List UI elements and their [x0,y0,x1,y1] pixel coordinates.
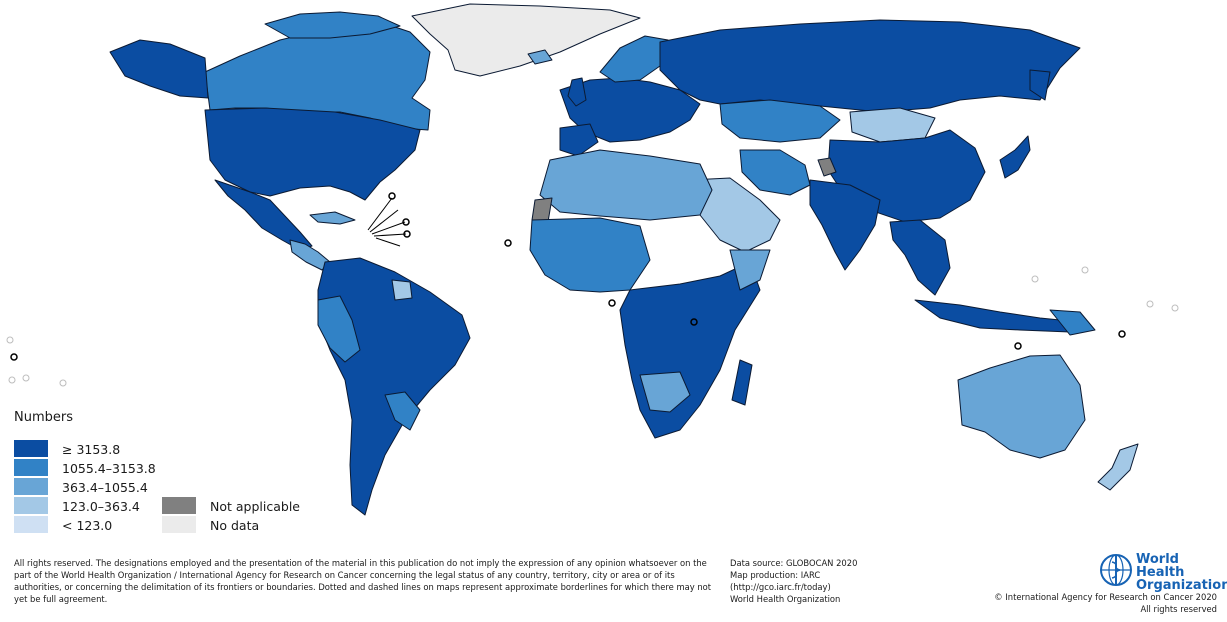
region-iran [739,149,811,196]
legend-title: Numbers [14,410,73,425]
who-emblem-icon [1100,554,1132,586]
region-arabia [689,177,781,253]
legend-label-not-applicable: Not applicable [210,499,300,514]
region-west-africa [529,217,651,293]
region-greenland [411,3,641,77]
region-kazakhstan [719,99,841,143]
legend-label-5: < 123.0 [62,518,113,533]
who-logo-text: World Health Organization [1136,553,1227,592]
legend-swatch-2 [14,459,48,476]
legend-label-1: ≥ 3153.8 [62,442,121,457]
data-source-line: Data source: GLOBOCAN 2020 [730,558,858,568]
legend-label-no-data: No data [210,518,260,533]
region-western-sahara [531,197,553,223]
copyright-line: © International Agency for Research on C… [994,592,1217,602]
region-paraguay-uruguay [384,391,421,431]
region-horn-of-africa [729,249,771,291]
legend-swatch-3 [14,478,48,495]
region-india [809,179,881,271]
legend-swatch-no-data [162,516,196,533]
data-source-block: Data source: GLOBOCAN 2020 Map productio… [730,557,930,605]
region-kamchatka [1029,69,1051,101]
source-link[interactable]: (http://gco.iarc.fr/today) [730,582,831,592]
region-madagascar [731,359,753,406]
legend-label-2: 1055.4–3153.8 [62,461,156,476]
region-southeast-asia [889,219,951,296]
region-alaska [109,39,209,99]
region-sub-saharan-africa [619,261,761,439]
small-island-markers [10,239,1126,361]
region-russia [659,19,1081,113]
rights-reserved-line: All rights reserved [1140,604,1217,614]
legend-swatch-4 [14,497,48,514]
small-island-markers-nodata [6,266,1179,387]
region-cuba [309,211,356,225]
region-scandinavia [599,35,669,83]
region-kashmir [817,157,837,177]
region-southern-africa [639,371,691,413]
legend-swatch-5 [14,516,48,533]
copyright-block: © International Agency for Research on C… [994,591,1217,615]
region-usa [204,107,421,201]
region-papua [1049,309,1096,336]
region-new-zealand [1097,443,1139,491]
region-uk [567,77,587,107]
region-iberia [559,123,599,157]
region-south-america [317,257,471,516]
disclaimer-text: All rights reserved. The designations em… [14,558,712,604]
region-iceland [527,49,553,65]
region-mongolia [849,107,936,143]
legend-swatch-not-applicable [162,497,196,514]
world-map [6,3,1179,516]
region-arctic-islands [264,11,401,39]
region-guianas [391,279,413,301]
region-australia [957,354,1086,459]
legend-label-4: 123.0–363.4 [62,499,140,514]
map-legend: Numbers ≥ 3153.8 1055.4–3153.8 363.4–105… [14,410,344,540]
who-logo-line2: Organization [1136,578,1227,593]
legend-swatch-1 [14,440,48,457]
map-production-line: Map production: IARC [730,570,821,580]
region-peru [317,295,361,363]
region-north-africa [539,149,713,221]
who-logo-line1: World Health [1136,552,1185,580]
region-japan [999,135,1031,179]
legend-label-3: 363.4–1055.4 [62,480,148,495]
organization-line: World Health Organization [730,594,841,604]
caribbean-callouts [367,192,411,247]
